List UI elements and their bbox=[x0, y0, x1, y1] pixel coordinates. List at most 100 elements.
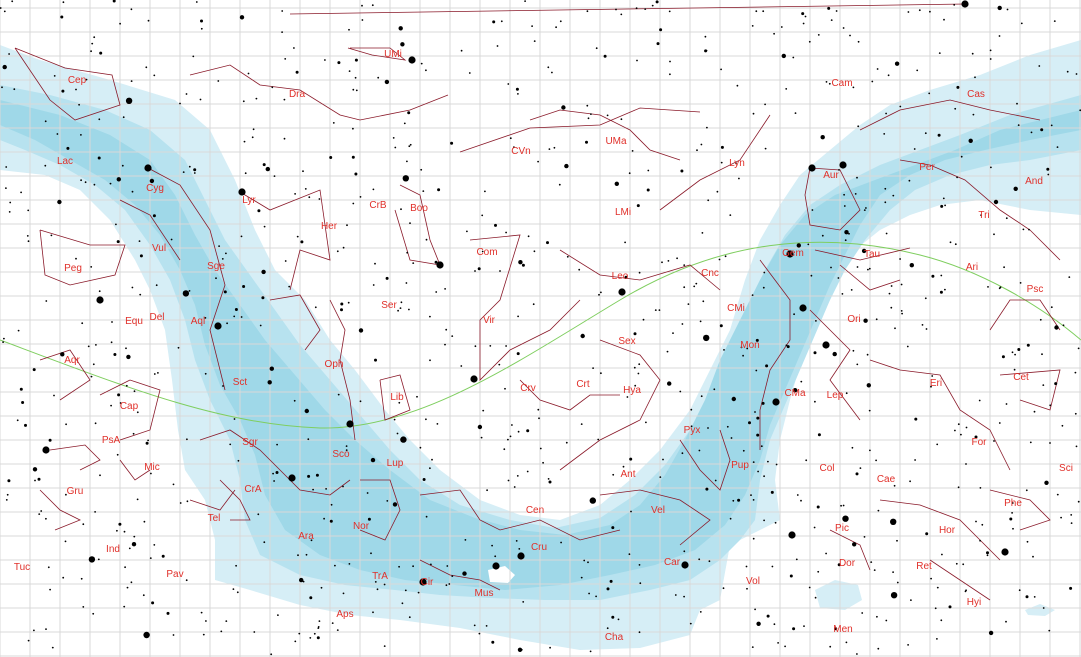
star bbox=[460, 49, 463, 52]
star bbox=[347, 301, 350, 304]
star bbox=[182, 290, 190, 297]
star bbox=[892, 194, 895, 197]
star bbox=[392, 137, 395, 139]
star bbox=[795, 558, 798, 561]
star bbox=[90, 375, 93, 378]
star bbox=[425, 238, 428, 241]
star bbox=[606, 627, 609, 630]
constellation-label-vir: Vir bbox=[483, 315, 496, 326]
star bbox=[789, 574, 793, 578]
constellation-label-dor: Dor bbox=[839, 558, 856, 569]
star bbox=[737, 498, 741, 502]
star bbox=[302, 580, 305, 583]
star bbox=[204, 372, 207, 375]
star bbox=[707, 427, 709, 429]
star bbox=[883, 133, 886, 135]
star bbox=[24, 423, 27, 427]
star bbox=[1011, 351, 1014, 354]
star bbox=[699, 611, 702, 613]
star bbox=[924, 297, 927, 300]
star bbox=[987, 286, 989, 288]
star bbox=[265, 166, 270, 172]
constellation-line bbox=[329, 299, 356, 441]
star bbox=[149, 557, 152, 559]
star bbox=[275, 471, 279, 474]
star bbox=[429, 467, 431, 470]
bright-star bbox=[839, 161, 847, 169]
star bbox=[954, 243, 957, 246]
star bbox=[679, 390, 682, 393]
star bbox=[27, 240, 30, 243]
constellation-line bbox=[147, 167, 226, 391]
star bbox=[394, 146, 397, 149]
star bbox=[1025, 595, 1029, 599]
star bbox=[437, 188, 441, 192]
star bbox=[580, 423, 583, 425]
star bbox=[1001, 355, 1005, 359]
star bbox=[817, 570, 820, 573]
star bbox=[1014, 353, 1016, 356]
star bbox=[887, 74, 890, 77]
star bbox=[404, 589, 407, 592]
star bbox=[1003, 266, 1005, 269]
star bbox=[589, 650, 592, 653]
bright-star bbox=[772, 398, 780, 406]
star bbox=[131, 190, 134, 193]
star bbox=[416, 395, 418, 398]
star bbox=[736, 84, 739, 87]
star bbox=[868, 267, 871, 270]
star bbox=[786, 345, 790, 349]
star bbox=[940, 204, 944, 208]
constellation-label-mon: Mon bbox=[740, 340, 759, 351]
star bbox=[1013, 186, 1018, 191]
star bbox=[752, 537, 755, 540]
star bbox=[856, 653, 858, 655]
bright-star bbox=[470, 375, 478, 383]
star bbox=[986, 554, 989, 557]
star bbox=[133, 390, 136, 393]
star bbox=[136, 498, 139, 501]
constellation-label-vel: Vel bbox=[651, 505, 665, 516]
star bbox=[696, 149, 698, 152]
star bbox=[145, 66, 148, 69]
star bbox=[384, 79, 390, 85]
star bbox=[901, 312, 903, 315]
star bbox=[5, 166, 8, 168]
star bbox=[669, 73, 671, 76]
star bbox=[644, 8, 647, 11]
star bbox=[448, 583, 451, 585]
star bbox=[20, 191, 22, 194]
star bbox=[262, 163, 266, 167]
star bbox=[561, 105, 566, 110]
constellation-line bbox=[759, 259, 791, 450]
constellation-label-sco: Sco bbox=[332, 449, 350, 460]
constellation-label-and: And bbox=[1025, 176, 1043, 187]
star bbox=[808, 586, 811, 589]
star bbox=[65, 493, 67, 496]
star bbox=[854, 193, 857, 195]
star bbox=[708, 560, 711, 563]
star bbox=[647, 169, 650, 172]
star bbox=[555, 26, 557, 29]
star bbox=[235, 564, 238, 567]
star bbox=[431, 458, 433, 461]
constellation-label-pic: Pic bbox=[835, 523, 849, 534]
star bbox=[1020, 22, 1023, 25]
star bbox=[698, 558, 701, 561]
star bbox=[340, 302, 344, 306]
star bbox=[94, 511, 96, 513]
constellation-lines bbox=[14, 3, 1061, 601]
star bbox=[405, 282, 408, 284]
star bbox=[1054, 325, 1059, 330]
star bbox=[309, 596, 313, 600]
star bbox=[936, 638, 938, 640]
constellation-label-crv: Crv bbox=[520, 383, 536, 394]
star bbox=[408, 308, 410, 311]
star bbox=[565, 441, 568, 444]
constellation-label-pyx: Pyx bbox=[684, 425, 701, 436]
star bbox=[147, 439, 150, 442]
star bbox=[496, 45, 499, 47]
magellanic-cloud-small bbox=[1025, 604, 1055, 616]
star bbox=[726, 425, 729, 428]
